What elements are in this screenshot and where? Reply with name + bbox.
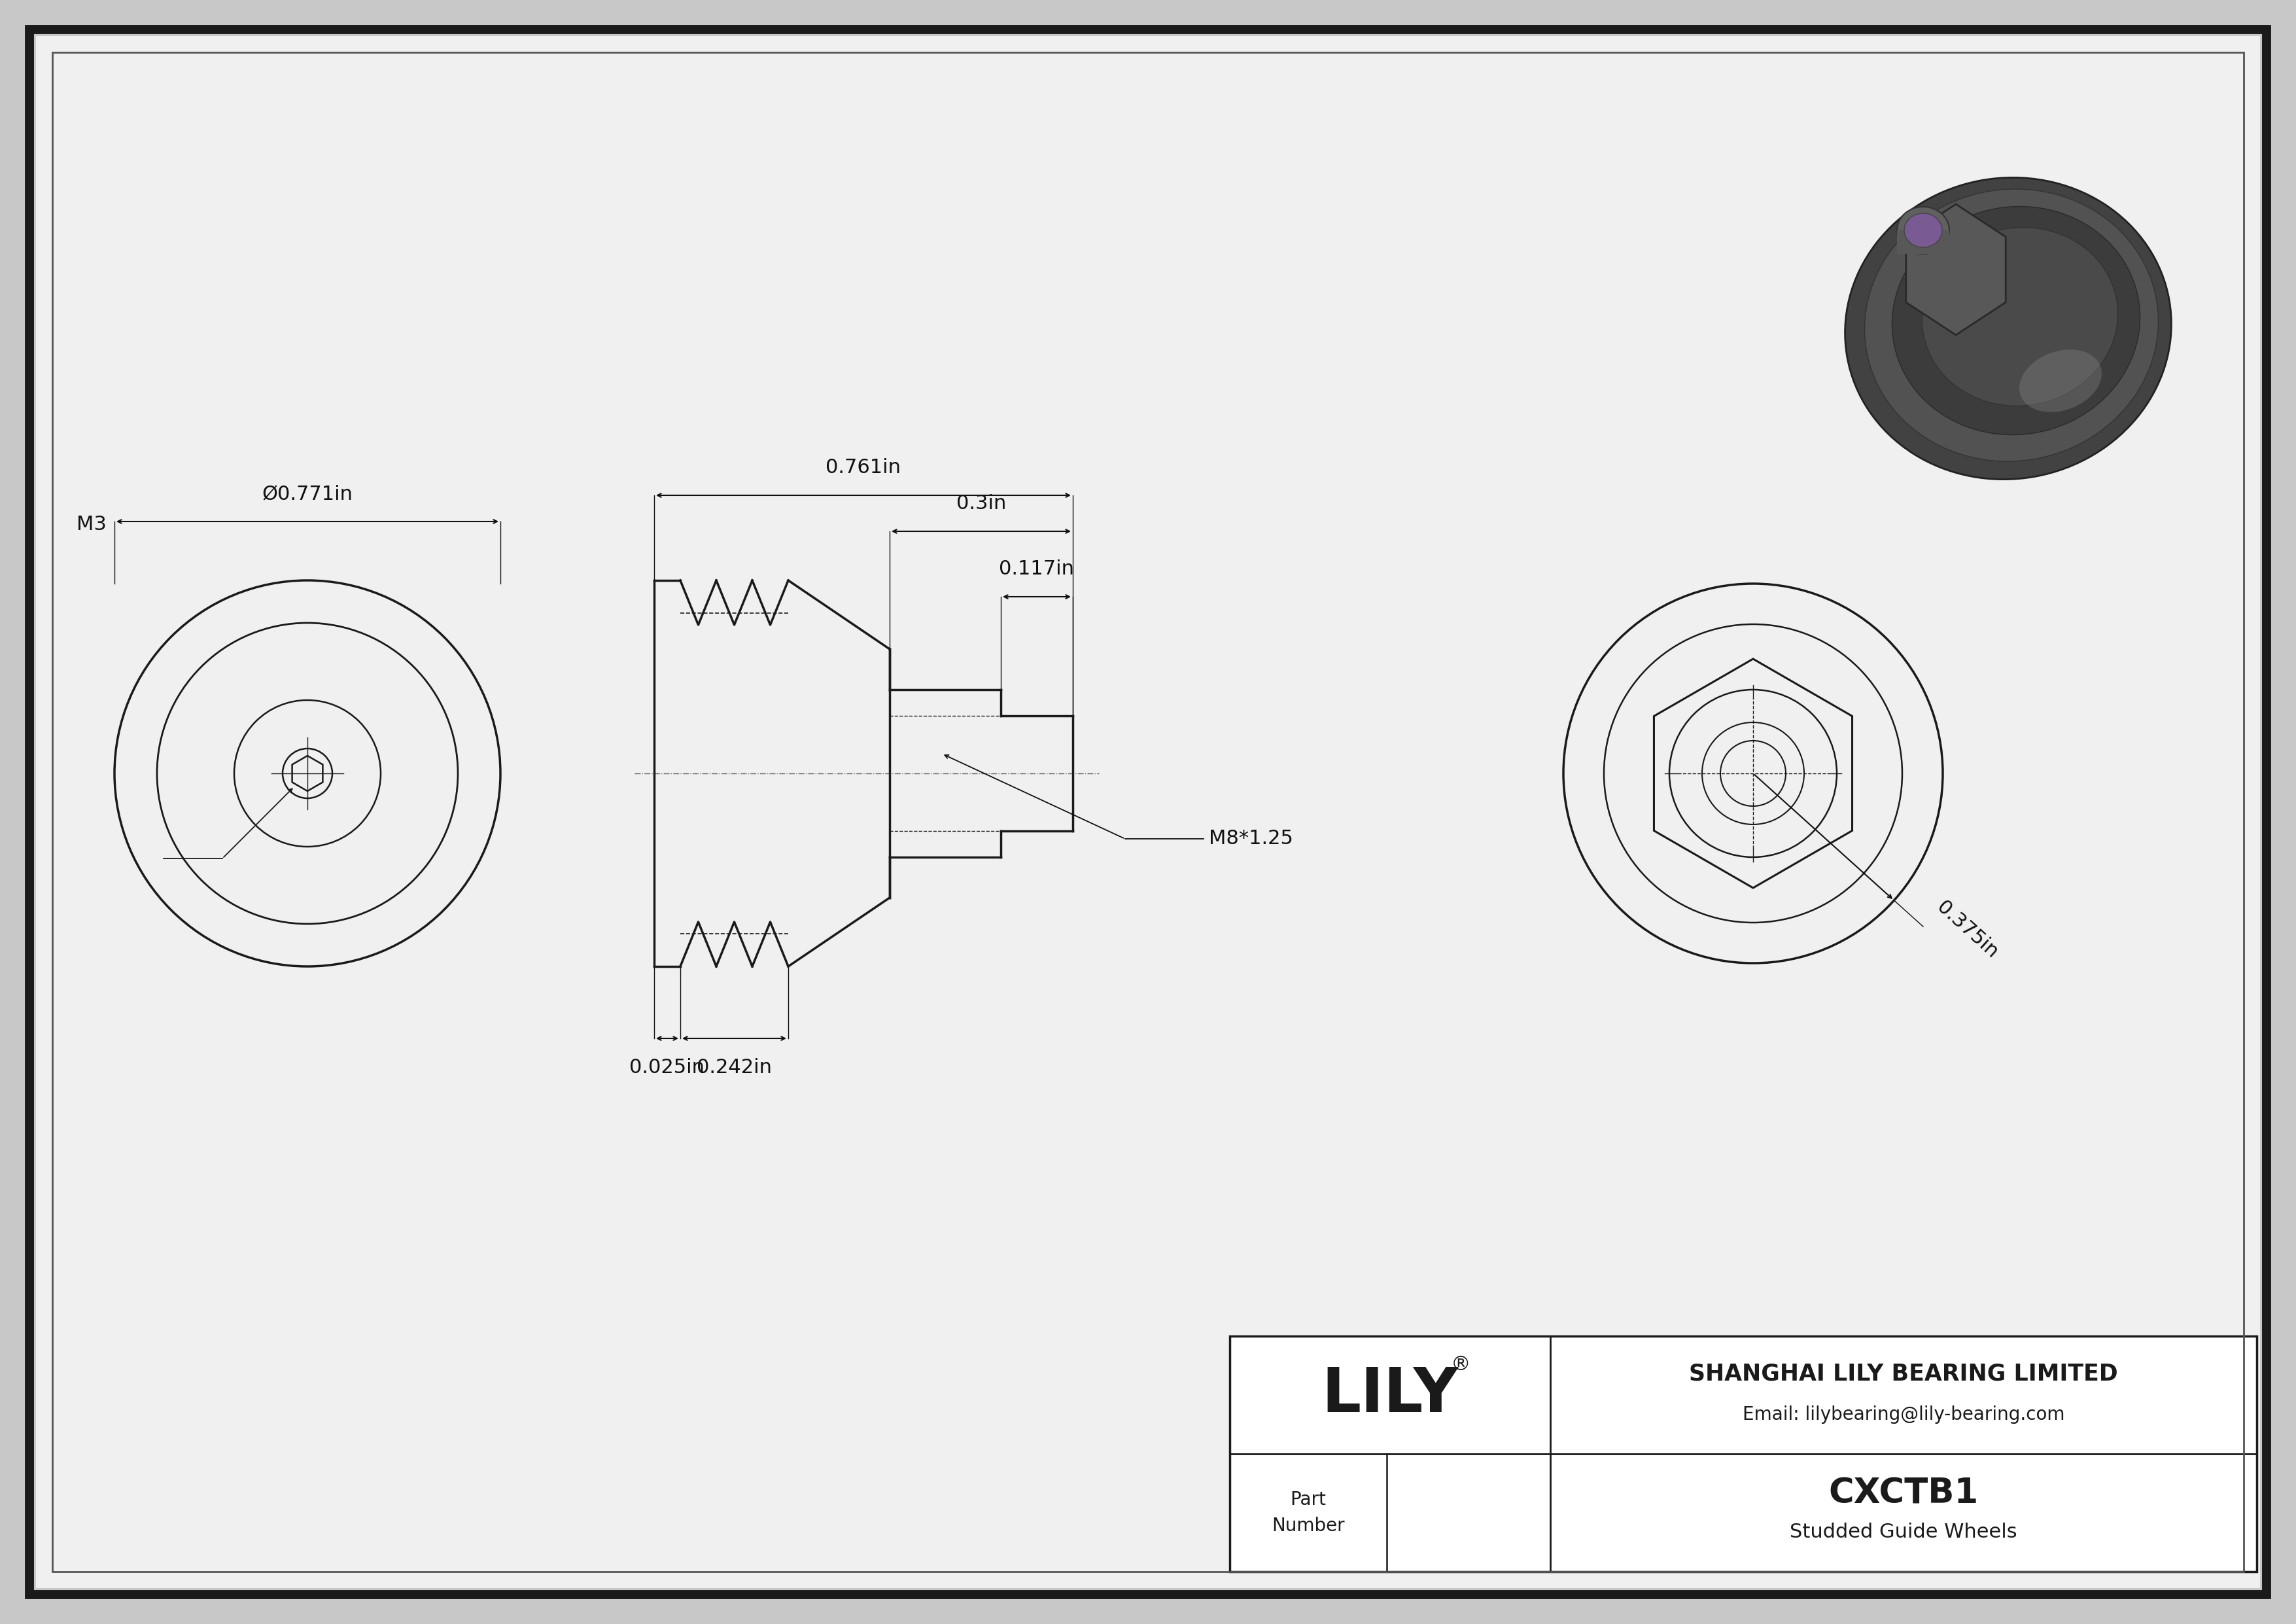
Text: SHANGHAI LILY BEARING LIMITED: SHANGHAI LILY BEARING LIMITED: [1690, 1363, 2117, 1385]
Text: Part
Number: Part Number: [1272, 1491, 1345, 1535]
Ellipse shape: [1892, 206, 2140, 435]
Text: Ø0.771in: Ø0.771in: [262, 484, 354, 503]
Text: Email: lilybearing@lily-bearing.com: Email: lilybearing@lily-bearing.com: [1743, 1405, 2064, 1424]
Text: Studded Guide Wheels: Studded Guide Wheels: [1791, 1523, 2018, 1541]
Text: M8*1.25: M8*1.25: [1208, 830, 1293, 848]
Text: M3: M3: [76, 515, 106, 534]
Text: 0.117in: 0.117in: [999, 559, 1075, 578]
Text: 0.761in: 0.761in: [827, 458, 900, 477]
Ellipse shape: [1846, 177, 2172, 479]
Text: CXCTB1: CXCTB1: [1828, 1476, 1979, 1510]
Bar: [1231, 1337, 2257, 1572]
Ellipse shape: [1864, 188, 2158, 461]
Bar: [1896, 231, 1949, 253]
Text: LILY: LILY: [1322, 1364, 1458, 1426]
Text: 0.242in: 0.242in: [696, 1057, 771, 1077]
Ellipse shape: [1896, 206, 1949, 253]
Text: 0.3in: 0.3in: [955, 494, 1006, 513]
Ellipse shape: [2018, 349, 2101, 412]
Text: 0.375in: 0.375in: [1933, 898, 2002, 961]
Ellipse shape: [1903, 213, 1942, 247]
Text: 0.025in: 0.025in: [629, 1057, 705, 1077]
Polygon shape: [1906, 205, 2007, 335]
Ellipse shape: [1922, 227, 2117, 406]
Text: ®: ®: [1451, 1356, 1472, 1374]
